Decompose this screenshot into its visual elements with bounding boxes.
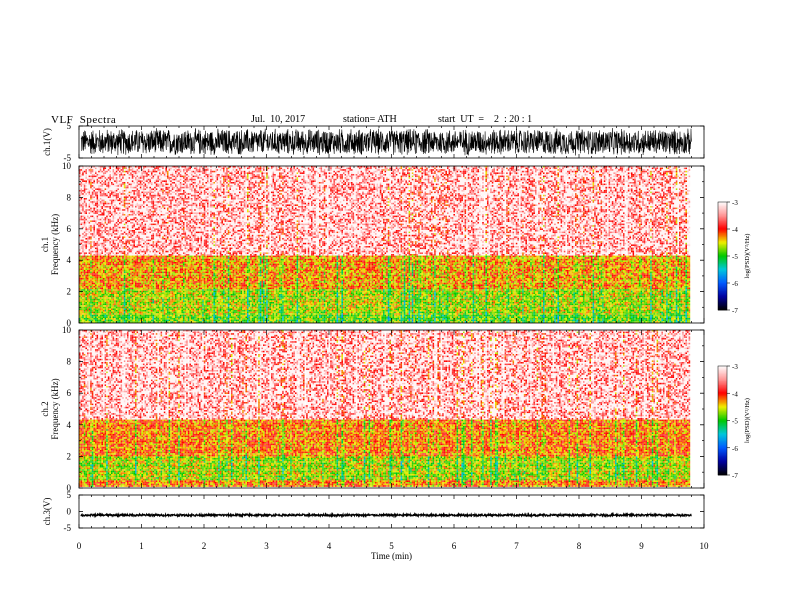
colorbar-label: log(PSD)(V²/Hz) [744,234,751,279]
x-axis-label: Time (min) [371,551,412,561]
x-tick-label: 2 [202,541,207,551]
colorbar-tick-label: -7 [732,307,738,315]
plot-frame [79,495,704,528]
y-tick-label: 10 [62,325,72,335]
time-axis: 0 1 2 3 4 5 6 7 8 9 10 Time (min) [77,541,709,561]
colorbar-label: log(PSD)(V²/Hz) [744,398,751,443]
colorbar-ch1: -3 -4 -5 -6 -7 log(PSD)(V²/Hz) [718,199,751,315]
colorbar-tick-label: -6 [732,280,738,288]
y-tick-label: 4 [67,420,72,430]
vlf-spectra-figure: 5-5ch.1(V) 0246810ch.1 Frequency (kHz) 02… [0,0,792,612]
y-tick-label: 2 [67,451,72,461]
colorbar-gradient [718,366,727,475]
y-axis-label: ch.1(V) [42,128,52,156]
colorbar-tick-label: -3 [732,363,738,371]
spectrogram-image [79,166,690,323]
y-axis-label: ch.3(V) [42,498,52,526]
x-tick-label: 1 [139,541,144,551]
y-tick-label: 2 [67,287,72,297]
x-tick-label: 8 [577,541,582,551]
ch1-waveform-panel: 5-5ch.1(V) [42,121,704,163]
y-axis-label-frequency: Frequency (kHz) [50,378,60,439]
y-tick-label: 6 [67,224,72,234]
y-tick-label: 6 [67,388,72,398]
colorbar-tick-label: -3 [732,199,738,207]
spectrogram-image [79,330,690,487]
colorbar-tick-label: -7 [732,472,738,480]
y-tick-label: 5 [67,121,72,131]
y-tick-label: 5 [67,490,72,500]
x-tick-label: 10 [700,541,710,551]
y-tick-label: -5 [64,523,72,533]
ch3-waveform-panel: 5 0 -5 ch.3(V) [42,490,704,533]
y-axis-label-channel: ch.2 [40,401,50,416]
colorbar-tick-label: -4 [732,390,738,398]
y-axis-label-channel: ch.1 [40,237,50,252]
x-tick-label: 4 [327,541,332,551]
x-tick-label: 9 [639,541,644,551]
x-tick-label: 6 [452,541,457,551]
colorbar-gradient [718,202,727,310]
y-tick-label: 8 [67,357,72,367]
y-tick-label: 10 [62,161,72,171]
y-tick-label: 4 [67,255,72,265]
y-tick-label: 8 [67,192,72,202]
y-axis-label-frequency: Frequency (kHz) [50,214,60,275]
colorbar-ch2: -3 -4 -5 -6 -7 log(PSD)(V²/Hz) [718,363,751,480]
x-tick-label: 0 [77,541,82,551]
x-tick-label: 5 [389,541,394,551]
colorbar-tick-label: -5 [732,418,738,426]
colorbar-tick-label: -5 [732,253,738,261]
colorbar-tick-label: -6 [732,445,738,453]
x-tick-label: 7 [514,541,519,551]
y-tick-label: 0 [67,507,72,517]
colorbar-tick-label: -4 [732,226,738,234]
x-tick-label: 3 [264,541,269,551]
